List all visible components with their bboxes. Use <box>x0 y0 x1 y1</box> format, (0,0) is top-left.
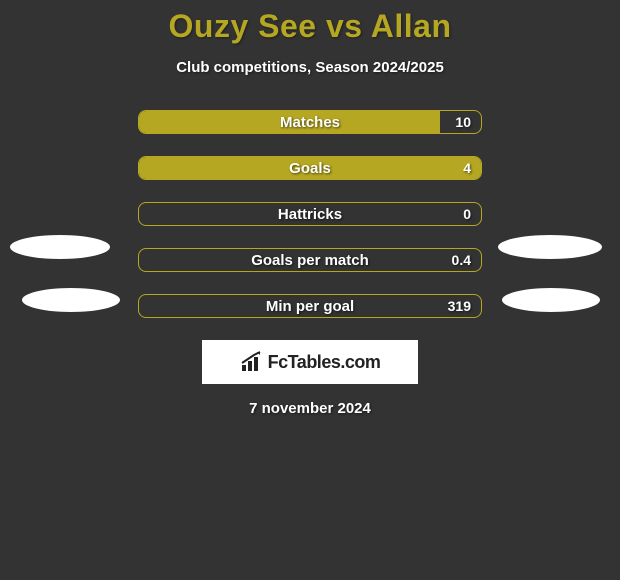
bar-row-goals: Goals 4 <box>138 156 482 180</box>
bar-label: Goals <box>139 157 481 179</box>
subtitle: Club competitions, Season 2024/2025 <box>0 59 620 76</box>
bar-value: 4 <box>463 157 471 179</box>
comparison-chart: Matches 10 Goals 4 Hattricks 0 Goals per… <box>0 110 620 318</box>
bar-row-min-per-goal: Min per goal 319 <box>138 294 482 318</box>
player-right-ellipse-1 <box>498 235 602 259</box>
bars-container: Matches 10 Goals 4 Hattricks 0 Goals per… <box>138 110 482 318</box>
bar-label: Hattricks <box>139 203 481 225</box>
logo-text: FcTables.com <box>268 352 381 373</box>
date-text: 7 november 2024 <box>0 400 620 417</box>
fctables-logo[interactable]: FcTables.com <box>202 340 418 384</box>
player-left-ellipse-1 <box>10 235 110 259</box>
bar-row-goals-per-match: Goals per match 0.4 <box>138 248 482 272</box>
player-left-ellipse-2 <box>22 288 120 312</box>
bar-value: 0.4 <box>452 249 471 271</box>
bar-label: Matches <box>139 111 481 133</box>
player-right-ellipse-2 <box>502 288 600 312</box>
bar-label: Min per goal <box>139 295 481 317</box>
chart-icon <box>240 351 264 373</box>
bar-row-hattricks: Hattricks 0 <box>138 202 482 226</box>
bar-value: 10 <box>455 111 471 133</box>
page-title: Ouzy See vs Allan <box>0 0 620 45</box>
bar-value: 319 <box>448 295 471 317</box>
bar-value: 0 <box>463 203 471 225</box>
bar-label: Goals per match <box>139 249 481 271</box>
bar-row-matches: Matches 10 <box>138 110 482 134</box>
